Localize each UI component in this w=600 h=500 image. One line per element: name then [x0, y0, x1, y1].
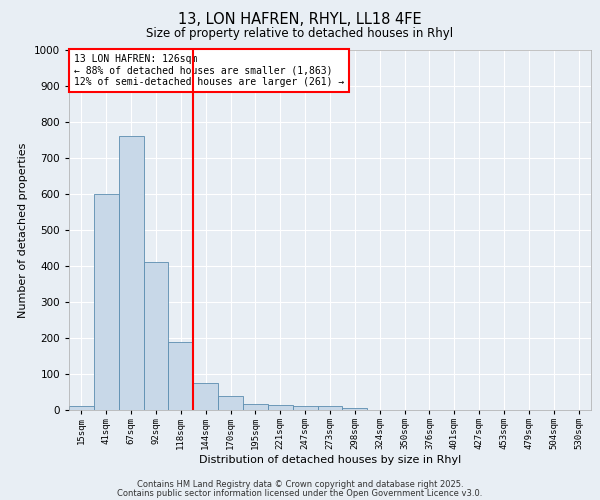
- Bar: [69, 406, 94, 410]
- Bar: [119, 136, 143, 410]
- Bar: [94, 194, 119, 410]
- Bar: [343, 408, 367, 410]
- Bar: [193, 383, 218, 410]
- Text: Contains public sector information licensed under the Open Government Licence v3: Contains public sector information licen…: [118, 488, 482, 498]
- X-axis label: Distribution of detached houses by size in Rhyl: Distribution of detached houses by size …: [199, 455, 461, 465]
- Bar: [293, 406, 317, 410]
- Text: 13, LON HAFREN, RHYL, LL18 4FE: 13, LON HAFREN, RHYL, LL18 4FE: [178, 12, 422, 28]
- Bar: [243, 404, 268, 410]
- Bar: [317, 406, 343, 410]
- Bar: [169, 342, 193, 410]
- Bar: [218, 396, 243, 410]
- Bar: [143, 262, 169, 410]
- Text: Size of property relative to detached houses in Rhyl: Size of property relative to detached ho…: [146, 28, 454, 40]
- Text: 13 LON HAFREN: 126sqm
← 88% of detached houses are smaller (1,863)
12% of semi-d: 13 LON HAFREN: 126sqm ← 88% of detached …: [74, 54, 344, 87]
- Bar: [268, 404, 293, 410]
- Text: Contains HM Land Registry data © Crown copyright and database right 2025.: Contains HM Land Registry data © Crown c…: [137, 480, 463, 489]
- Y-axis label: Number of detached properties: Number of detached properties: [18, 142, 28, 318]
